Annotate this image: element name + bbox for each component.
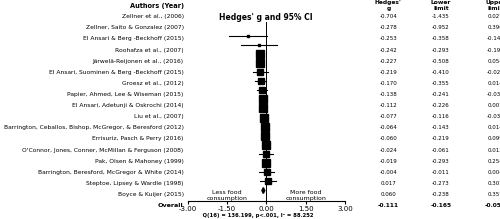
Text: El Ansari & Berg -Beckhoff (2015): El Ansari & Berg -Beckhoff (2015) xyxy=(83,36,184,41)
Text: -0.293: -0.293 xyxy=(432,159,450,164)
Text: Pak, Olsen & Mahoney (1999): Pak, Olsen & Mahoney (1999) xyxy=(95,159,184,164)
Text: -0.410: -0.410 xyxy=(432,70,450,75)
Text: Liu et al., (2007): Liu et al., (2007) xyxy=(134,114,184,119)
Text: -0.024: -0.024 xyxy=(380,148,398,153)
Text: -0.111: -0.111 xyxy=(378,203,399,208)
Text: -0.038: -0.038 xyxy=(486,114,500,119)
Text: Hedges'
g: Hedges' g xyxy=(375,0,402,11)
Text: 0.357: 0.357 xyxy=(488,192,500,197)
Text: Errisuriz, Pasch & Perry (2016): Errisuriz, Pasch & Perry (2016) xyxy=(92,136,184,141)
Text: Järwelä-Reijonen et al., (2016): Järwelä-Reijonen et al., (2016) xyxy=(92,59,184,64)
Text: -0.143: -0.143 xyxy=(432,125,450,130)
Text: Groesz et al., (2012): Groesz et al., (2012) xyxy=(122,81,184,86)
Text: -0.061: -0.061 xyxy=(432,148,450,153)
Text: More food
consumption: More food consumption xyxy=(285,190,326,201)
Text: -0.004: -0.004 xyxy=(380,170,398,175)
Text: 0.027: 0.027 xyxy=(488,14,500,19)
Text: -0.190: -0.190 xyxy=(486,48,500,53)
Text: -0.019: -0.019 xyxy=(380,159,398,164)
Text: 0.396: 0.396 xyxy=(488,25,500,30)
Text: -0.064: -0.064 xyxy=(380,125,398,130)
Text: -0.170: -0.170 xyxy=(380,81,398,86)
Text: Less food
consumption: Less food consumption xyxy=(206,190,248,201)
Text: Boyce & Kuijer (2015): Boyce & Kuijer (2015) xyxy=(118,192,184,197)
Text: -0.112: -0.112 xyxy=(380,103,398,108)
Text: -0.011: -0.011 xyxy=(432,170,450,175)
Text: Lower
limit: Lower limit xyxy=(431,0,452,11)
Text: El Ansari, Adetunji & Oskrochi (2014): El Ansari, Adetunji & Oskrochi (2014) xyxy=(72,103,184,108)
Text: Q(16) = 136.199, p<.001, I² = 88.252: Q(16) = 136.199, p<.001, I² = 88.252 xyxy=(197,213,314,218)
Text: -0.035: -0.035 xyxy=(486,92,500,97)
Text: Barrington, Ceballos, Bishop, McGregor, & Beresford (2012): Barrington, Ceballos, Bishop, McGregor, … xyxy=(4,125,184,130)
Text: Steptoe, Lipsey & Wardle (1998): Steptoe, Lipsey & Wardle (1998) xyxy=(86,181,184,186)
Text: Zellner, Saito & Gonzalez (2007): Zellner, Saito & Gonzalez (2007) xyxy=(86,25,184,30)
Text: -0.355: -0.355 xyxy=(432,81,450,86)
Text: 0.054: 0.054 xyxy=(488,59,500,64)
Text: -0.358: -0.358 xyxy=(432,36,450,41)
Text: -0.293: -0.293 xyxy=(432,48,450,53)
Text: -0.077: -0.077 xyxy=(380,114,398,119)
Text: 0.017: 0.017 xyxy=(380,181,396,186)
Text: 0.099: 0.099 xyxy=(488,136,500,141)
Polygon shape xyxy=(262,188,265,193)
Text: -0.253: -0.253 xyxy=(380,36,398,41)
Text: Papier, Ahmed, Lee & Wiseman (2015): Papier, Ahmed, Lee & Wiseman (2015) xyxy=(68,92,184,97)
Text: -0.147: -0.147 xyxy=(486,36,500,41)
Text: -0.138: -0.138 xyxy=(380,92,398,97)
Text: -1.435: -1.435 xyxy=(432,14,450,19)
Text: -0.056: -0.056 xyxy=(485,203,500,208)
Text: -0.952: -0.952 xyxy=(432,25,450,30)
Text: -0.028: -0.028 xyxy=(486,70,500,75)
Text: -0.165: -0.165 xyxy=(430,203,452,208)
Text: -0.226: -0.226 xyxy=(432,103,450,108)
Text: -0.273: -0.273 xyxy=(432,181,450,186)
Text: -0.704: -0.704 xyxy=(380,14,398,19)
Text: Authors (Year): Authors (Year) xyxy=(130,3,184,9)
Text: -0.060: -0.060 xyxy=(380,136,398,141)
Text: -0.508: -0.508 xyxy=(432,59,450,64)
Text: -0.242: -0.242 xyxy=(380,48,398,53)
Text: -0.238: -0.238 xyxy=(432,192,450,197)
Text: Upper
limit: Upper limit xyxy=(485,0,500,11)
Text: Overall: Overall xyxy=(158,203,184,208)
Text: 0.014: 0.014 xyxy=(488,81,500,86)
Text: Hedges' g and 95% CI: Hedges' g and 95% CI xyxy=(220,13,313,22)
Text: -0.219: -0.219 xyxy=(432,136,450,141)
Text: El Ansari, Suominen & Berg -Beckhoff (2015): El Ansari, Suominen & Berg -Beckhoff (20… xyxy=(49,70,184,75)
Text: -0.241: -0.241 xyxy=(432,92,450,97)
Text: Roohafza et al., (2007): Roohafza et al., (2007) xyxy=(115,48,184,53)
Text: 0.307: 0.307 xyxy=(488,181,500,186)
Text: -0.278: -0.278 xyxy=(380,25,398,30)
Text: Barrington, Beresford, McGregor & White (2014): Barrington, Beresford, McGregor & White … xyxy=(38,170,184,175)
Text: 0.013: 0.013 xyxy=(488,148,500,153)
Text: -0.227: -0.227 xyxy=(380,59,398,64)
Text: 0.254: 0.254 xyxy=(488,159,500,164)
Text: 0.060: 0.060 xyxy=(380,192,396,197)
Text: -0.116: -0.116 xyxy=(432,114,450,119)
Text: 0.001: 0.001 xyxy=(488,103,500,108)
Text: 0.014: 0.014 xyxy=(488,125,500,130)
Text: -0.219: -0.219 xyxy=(380,70,398,75)
Text: O'Connor, Jones, Conner, McMillan & Ferguson (2008): O'Connor, Jones, Conner, McMillan & Ferg… xyxy=(22,148,184,153)
Text: Zellner et al., (2006): Zellner et al., (2006) xyxy=(122,14,184,19)
Text: 0.004: 0.004 xyxy=(488,170,500,175)
